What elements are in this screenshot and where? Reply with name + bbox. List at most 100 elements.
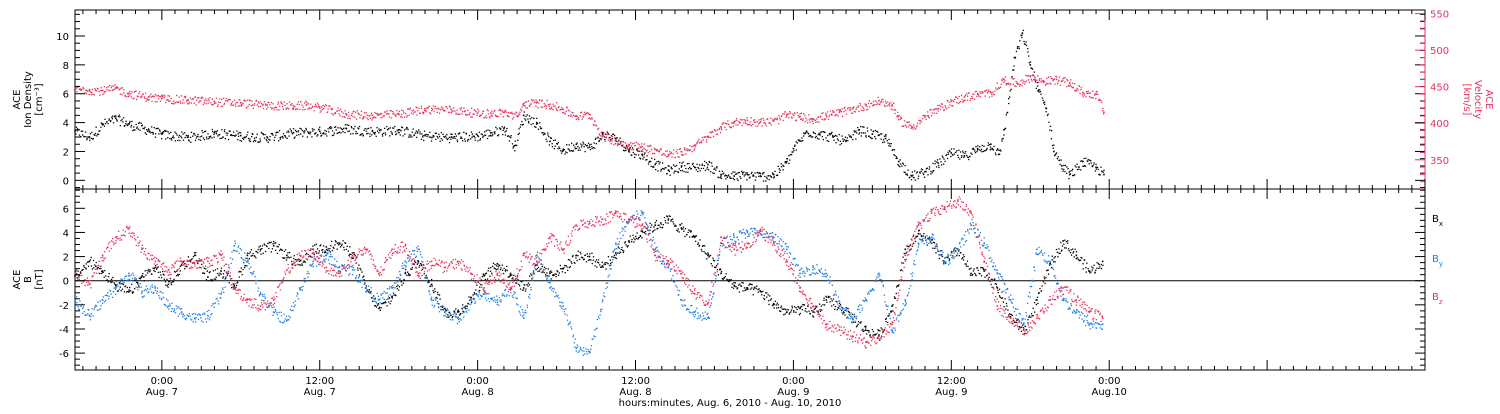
scatter-dot (578, 117, 579, 118)
scatter-dot (972, 98, 973, 99)
scatter-dot (1040, 94, 1041, 95)
scatter-dot (286, 109, 287, 110)
scatter-dot (402, 268, 403, 269)
scatter-dot (110, 291, 111, 292)
scatter-dot (317, 248, 318, 249)
scatter-dot (198, 97, 199, 98)
data-point (990, 143, 992, 145)
scatter-dot (161, 299, 162, 300)
scatter-dot (711, 263, 712, 264)
scatter-dot (414, 250, 415, 251)
scatter-dot (84, 266, 85, 267)
scatter-dot (179, 307, 180, 308)
scatter-dot (512, 113, 513, 114)
scatter-dot (1082, 96, 1083, 97)
scatter-dot (219, 273, 220, 274)
scatter-dot (454, 138, 455, 139)
scatter-dot (913, 127, 914, 128)
scatter-dot (423, 140, 424, 141)
scatter-dot (973, 94, 974, 95)
scatter-dot (1090, 271, 1091, 272)
scatter-dot (1002, 297, 1003, 298)
scatter-dot (357, 269, 358, 270)
scatter-dot (607, 131, 608, 132)
scatter-dot (594, 265, 595, 266)
scatter-dot (1059, 160, 1060, 161)
scatter-dot (737, 178, 738, 179)
scatter-dot (995, 152, 996, 153)
scatter-dot (410, 135, 411, 136)
scatter-dot (690, 149, 691, 150)
scatter-dot (180, 102, 181, 103)
scatter-dot (488, 270, 489, 271)
scatter-dot (355, 255, 356, 256)
scatter-dot (949, 102, 950, 103)
scatter-dot (502, 111, 503, 112)
scatter-dot (973, 268, 974, 269)
scatter-dot (856, 107, 857, 108)
scatter-dot (822, 119, 823, 120)
scatter-dot (564, 113, 565, 114)
scatter-dot (263, 253, 264, 254)
scatter-dot (337, 267, 338, 268)
scatter-dot (432, 285, 433, 286)
scatter-dot (224, 131, 225, 132)
scatter-dot (1083, 268, 1084, 269)
scatter-dot (77, 271, 78, 272)
scatter-dot (90, 319, 91, 320)
scatter-dot (316, 135, 317, 136)
scatter-dot (1023, 30, 1024, 31)
scatter-dot (475, 289, 476, 290)
scatter-dot (298, 101, 299, 102)
scatter-dot (865, 104, 866, 105)
scatter-dot (267, 137, 268, 138)
scatter-dot (388, 113, 389, 114)
scatter-dot (318, 129, 319, 130)
scatter-dot (810, 307, 811, 308)
scatter-dot (590, 259, 591, 260)
scatter-dot (530, 124, 531, 125)
scatter-dot (366, 117, 367, 118)
scatter-dot (1076, 88, 1077, 89)
scatter-dot (741, 282, 742, 283)
scatter-dot (270, 136, 271, 137)
scatter-dot (439, 136, 440, 137)
scatter-dot (564, 149, 565, 150)
scatter-dot (138, 129, 139, 130)
scatter-dot (265, 251, 266, 252)
scatter-dot (693, 150, 694, 151)
scatter-dot (1050, 83, 1051, 84)
scatter-dot (155, 101, 156, 102)
scatter-dot (745, 174, 746, 175)
data-point (1102, 323, 1104, 325)
scatter-dot (87, 313, 88, 314)
data-point (207, 315, 209, 317)
scatter-dot (290, 104, 291, 105)
scatter-dot (90, 259, 91, 260)
scatter-dot (610, 140, 611, 141)
scatter-dot (1096, 168, 1097, 169)
scatter-dot (421, 265, 422, 266)
scatter-dot (977, 149, 978, 150)
scatter-dot (712, 258, 713, 259)
scatter-dot (337, 110, 338, 111)
scatter-dot (648, 163, 649, 164)
scatter-dot (690, 231, 691, 232)
scatter-dot (815, 120, 816, 121)
scatter-dot (234, 250, 235, 251)
scatter-dot (221, 138, 222, 139)
scatter-dot (111, 87, 112, 88)
scatter-dot (298, 130, 299, 131)
scatter-dot (535, 265, 536, 266)
scatter-dot (549, 106, 550, 107)
scatter-dot (197, 134, 198, 135)
scatter-dot (945, 107, 946, 108)
scatter-dot (581, 145, 582, 146)
scatter-dot (350, 133, 351, 134)
scatter-dot (671, 156, 672, 157)
scatter-dot (600, 135, 601, 136)
scatter-dot (702, 164, 703, 165)
scatter-dot (295, 300, 296, 301)
scatter-dot (148, 270, 149, 271)
scatter-dot (598, 128, 599, 129)
